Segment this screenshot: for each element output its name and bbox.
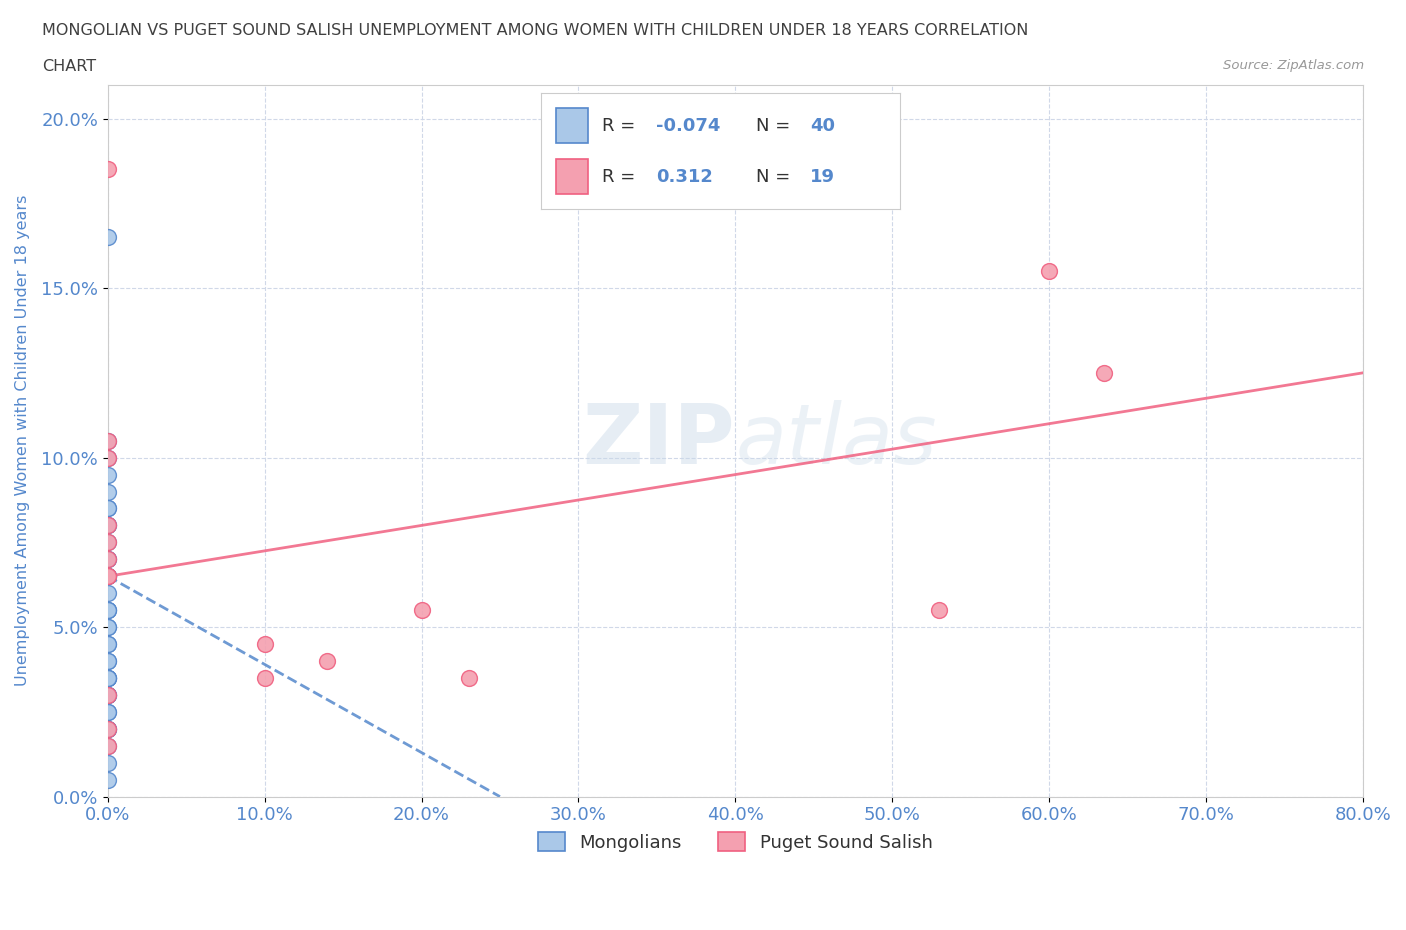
Point <box>97 772 120 787</box>
Point <box>316 654 339 669</box>
Point <box>97 687 120 702</box>
Point <box>97 603 120 618</box>
Point <box>97 722 120 737</box>
Point <box>97 704 120 719</box>
Point <box>97 569 120 584</box>
Text: -0.074: -0.074 <box>657 116 720 135</box>
Point <box>253 637 276 652</box>
Y-axis label: Unemployment Among Women with Children Under 18 years: Unemployment Among Women with Children U… <box>15 195 30 686</box>
FancyBboxPatch shape <box>555 159 588 194</box>
Text: 40: 40 <box>810 116 835 135</box>
Point <box>97 551 120 566</box>
Point <box>97 485 120 499</box>
Point <box>457 671 479 685</box>
Point <box>97 569 120 584</box>
Text: R =: R = <box>602 116 636 135</box>
Point <box>97 637 120 652</box>
Point <box>97 738 120 753</box>
Text: N =: N = <box>756 167 790 186</box>
Point <box>97 501 120 516</box>
Point <box>97 569 120 584</box>
Point <box>97 722 120 737</box>
Point <box>97 501 120 516</box>
FancyBboxPatch shape <box>555 108 588 143</box>
Point <box>97 755 120 770</box>
Point <box>97 518 120 533</box>
Point <box>97 671 120 685</box>
Point <box>97 654 120 669</box>
Point <box>97 162 120 177</box>
Text: N =: N = <box>756 116 790 135</box>
Point <box>1092 365 1115 380</box>
Point <box>97 586 120 601</box>
Point <box>97 603 120 618</box>
Point <box>97 619 120 634</box>
Point <box>97 535 120 550</box>
Text: CHART: CHART <box>42 59 96 73</box>
Point <box>97 569 120 584</box>
Point <box>97 619 120 634</box>
Point <box>97 551 120 566</box>
Text: ZIP: ZIP <box>582 400 735 481</box>
Point <box>97 518 120 533</box>
Point <box>97 722 120 737</box>
Point <box>97 671 120 685</box>
Legend: Mongolians, Puget Sound Salish: Mongolians, Puget Sound Salish <box>531 825 939 858</box>
Point <box>97 637 120 652</box>
Point <box>97 569 120 584</box>
Point <box>97 704 120 719</box>
Point <box>1038 264 1060 279</box>
Point <box>97 518 120 533</box>
Point <box>97 535 120 550</box>
Text: R =: R = <box>602 167 636 186</box>
Point <box>97 450 120 465</box>
Point <box>97 551 120 566</box>
Point <box>928 603 950 618</box>
Text: atlas: atlas <box>735 400 936 481</box>
Point <box>97 687 120 702</box>
Point <box>97 687 120 702</box>
Point <box>97 671 120 685</box>
Point <box>97 687 120 702</box>
Text: 0.312: 0.312 <box>657 167 713 186</box>
Point <box>253 671 276 685</box>
Point <box>97 433 120 448</box>
Point <box>97 654 120 669</box>
Point <box>97 722 120 737</box>
Point <box>97 450 120 465</box>
Point <box>97 738 120 753</box>
Point <box>411 603 433 618</box>
Point <box>97 433 120 448</box>
Text: 19: 19 <box>810 167 835 186</box>
Point <box>97 230 120 245</box>
Point <box>97 603 120 618</box>
Point <box>97 671 120 685</box>
Text: MONGOLIAN VS PUGET SOUND SALISH UNEMPLOYMENT AMONG WOMEN WITH CHILDREN UNDER 18 : MONGOLIAN VS PUGET SOUND SALISH UNEMPLOY… <box>42 23 1029 38</box>
Text: Source: ZipAtlas.com: Source: ZipAtlas.com <box>1223 59 1364 72</box>
Point <box>97 467 120 482</box>
